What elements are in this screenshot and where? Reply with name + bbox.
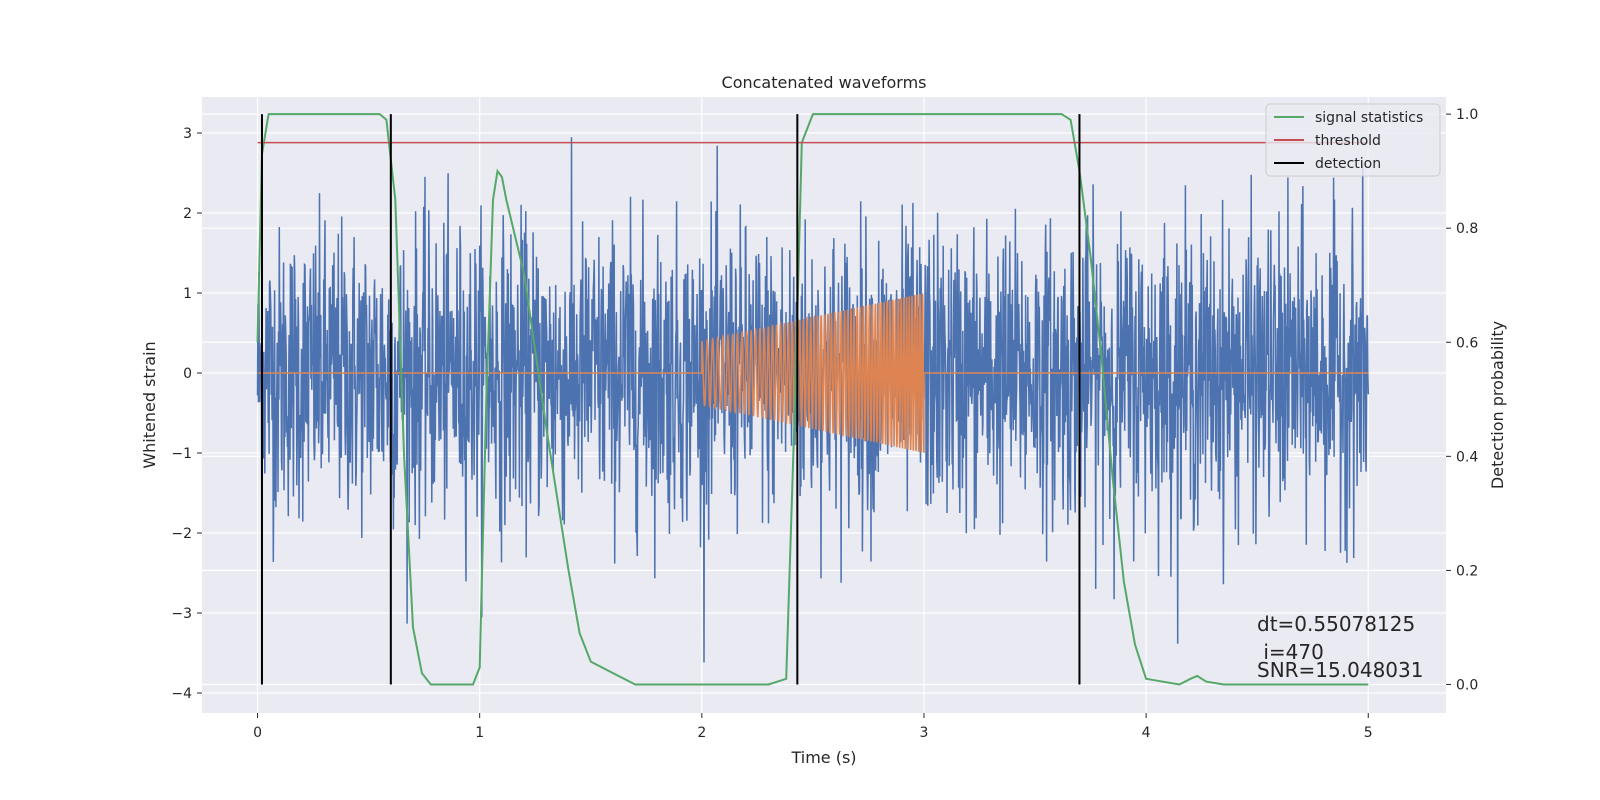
x-tick-label: 1 bbox=[475, 725, 484, 741]
y-left-tick-label: −2 bbox=[171, 526, 192, 542]
signal-statistics-line bbox=[256, 113, 1369, 686]
y-axis-right-label: Detection probability bbox=[1488, 321, 1507, 489]
annotation-i: i=470 bbox=[1257, 640, 1324, 664]
x-tick-label: 5 bbox=[1364, 725, 1373, 741]
legend-label-signal-statistics: signal statistics bbox=[1315, 110, 1423, 126]
y-right-tick-label: 0.6 bbox=[1456, 335, 1478, 351]
x-axis-label: Time (s) bbox=[790, 748, 856, 767]
y-right-tick-label: 0.0 bbox=[1456, 677, 1478, 693]
x-tick-label: 3 bbox=[920, 725, 929, 741]
statistics-layer bbox=[256, 113, 1369, 686]
x-tick-label: 4 bbox=[1142, 725, 1151, 741]
y-left-tick-label: −1 bbox=[171, 446, 192, 462]
y-left-tick-label: −4 bbox=[171, 686, 192, 702]
y-axis-left-label: Whitened strain bbox=[140, 341, 159, 468]
y-right-tick-label: 1.0 bbox=[1456, 107, 1478, 123]
legend-label-detection: detection bbox=[1315, 156, 1381, 172]
x-tick-label: 0 bbox=[253, 725, 262, 741]
y-left-tick-label: −3 bbox=[171, 606, 192, 622]
detection-layer bbox=[260, 114, 1081, 685]
legend: signal statistics threshold detection bbox=[1265, 103, 1441, 177]
y-right-tick-layer: 0.0 0.2 0.4 0.6 0.8 1.0 bbox=[1446, 107, 1478, 693]
y-left-tick-label: 0 bbox=[183, 366, 192, 382]
y-left-tick-label: 2 bbox=[183, 206, 192, 222]
legend-box bbox=[1265, 103, 1441, 177]
plot-series-layer bbox=[256, 113, 1370, 686]
chirp-layer bbox=[257, 293, 1369, 453]
y-left-tick-label: 1 bbox=[183, 286, 192, 302]
y-left-tick-label: 3 bbox=[183, 126, 192, 142]
annotation-dt: dt=0.55078125 bbox=[1257, 612, 1415, 636]
y-right-tick-label: 0.2 bbox=[1456, 563, 1478, 579]
x-tick-layer: 0 1 2 3 4 5 bbox=[253, 713, 1373, 741]
x-tick-label: 2 bbox=[697, 725, 706, 741]
y-right-tick-label: 0.4 bbox=[1456, 449, 1478, 465]
y-right-tick-label: 0.8 bbox=[1456, 221, 1478, 237]
legend-label-threshold: threshold bbox=[1315, 133, 1381, 149]
annotation-snr: SNR=15.048031 bbox=[1257, 658, 1423, 682]
chirp-series-line bbox=[257, 293, 1369, 453]
chart-title: Concatenated waveforms bbox=[722, 73, 927, 92]
y-left-tick-layer: −4 −3 −2 −1 0 1 2 3 bbox=[171, 126, 202, 702]
